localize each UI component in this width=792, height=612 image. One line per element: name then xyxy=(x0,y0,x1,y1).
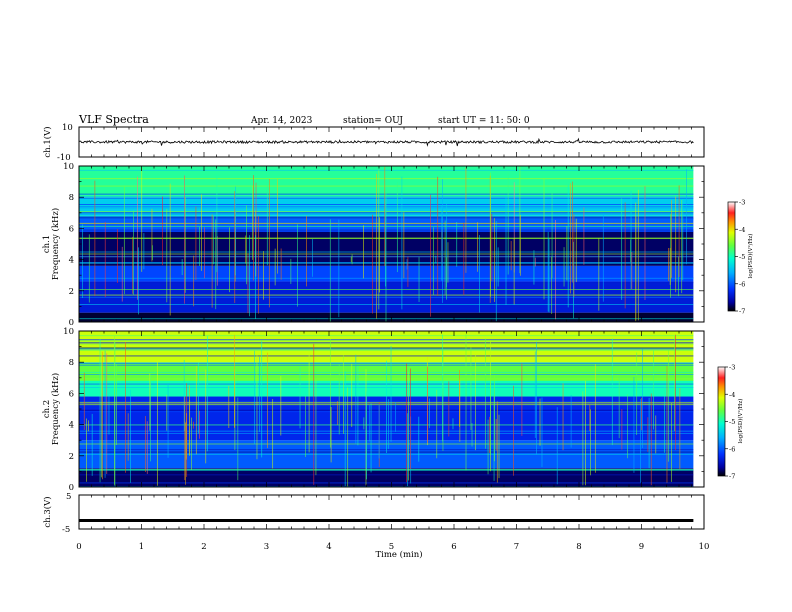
figure-title: VLF Spectra xyxy=(78,113,149,126)
ch2-colorbar-ticks: -3 -4 -5 -6 -7 xyxy=(725,364,735,481)
ch1-spectrogram-ylabel-line1: ch.1 xyxy=(42,235,52,253)
ch1-spectrogram-ylabel-line2: Frequency (kHz) xyxy=(50,208,61,280)
ch2-spectrogram-xticks xyxy=(78,331,705,487)
ch1-ytick-bottom: -10 xyxy=(57,153,71,163)
ch1-ytick-top: 10 xyxy=(62,123,73,133)
time-axis-tick-label: 6 xyxy=(451,542,456,552)
time-axis-tick-label: 4 xyxy=(326,542,331,552)
y-tick-label: 2 xyxy=(69,287,74,297)
spectrogram-band xyxy=(79,166,694,198)
ch2-spectrogram-panel: 0 2 4 6 8 10 ch.2 Frequency (kHz) xyxy=(42,327,705,493)
colorbar-tick-label: -6 xyxy=(739,280,745,288)
ch1-spectrogram-panel: 0 2 4 6 8 10 ch.1 Frequency (kHz) xyxy=(42,162,705,328)
time-axis-tick-label: 0 xyxy=(76,542,81,552)
colorbar-tick-label: -6 xyxy=(729,445,735,453)
time-axis-label: Time (min) xyxy=(375,549,422,560)
ch3-ytick-top: 5 xyxy=(66,492,71,502)
colorbar-tick-label: -4 xyxy=(739,226,745,234)
y-tick-label: 0 xyxy=(69,483,74,493)
ch1-ylabel: ch.1(V) xyxy=(42,126,53,157)
time-axis-tick-labels: 0 1 2 3 4 5 6 7 8 9 10 xyxy=(76,542,709,552)
colorbar-tick-label: -4 xyxy=(729,391,735,399)
y-tick-label: 6 xyxy=(69,224,74,234)
colorbar-tick-label: -5 xyxy=(729,418,735,426)
ch2-spectrogram-ylabel-line1: ch.2 xyxy=(42,400,52,418)
ch2-colorbar-label: log(PSD)(V²/Hz) xyxy=(737,399,744,444)
colorbar-tick-label: -3 xyxy=(729,364,735,372)
time-axis-tick-label: 10 xyxy=(699,542,710,552)
ch1-colorbar: -3 -4 -5 -6 -7 log(PSD)(V²/Hz) xyxy=(727,199,754,316)
y-tick-label: 8 xyxy=(69,358,74,368)
spectrogram-band xyxy=(79,331,694,363)
colorbar-tick-label: -5 xyxy=(739,253,745,261)
ch1-waveform-xticks xyxy=(78,127,705,157)
ch1-colorbar-label: log(PSD)(V²/Hz) xyxy=(747,234,754,279)
ch2-colorbar: -3 -4 -5 -6 -7 log(PSD)(V²/Hz) xyxy=(717,364,744,481)
time-axis-tick-label: 2 xyxy=(201,542,206,552)
date-label: Apr. 14, 2023 xyxy=(250,116,313,126)
y-tick-label: 8 xyxy=(69,193,74,203)
station-label: station= OUJ xyxy=(343,116,403,126)
ch1-colorbar-ticks: -3 -4 -5 -6 -7 xyxy=(735,199,745,316)
ch1-spectrogram-xticks xyxy=(78,166,705,322)
ch1-colorbar-scale xyxy=(727,201,736,312)
ch2-spectrogram-yticks: 0 2 4 6 8 10 xyxy=(63,327,704,493)
ch3-ytick-bottom: -5 xyxy=(62,525,70,535)
time-axis-tick-label: 7 xyxy=(514,542,519,552)
time-axis-tick-label: 3 xyxy=(264,542,269,552)
ch3-ylabel: ch.3(V) xyxy=(42,496,53,527)
start-time-label: start UT = 11: 50: 0 xyxy=(438,116,530,126)
ch3-waveform-xticks xyxy=(78,495,705,529)
y-tick-label: 10 xyxy=(63,162,74,172)
ch1-spectrogram-image xyxy=(79,166,704,322)
time-axis-tick-label: 1 xyxy=(139,542,144,552)
ch3-waveform-frame xyxy=(78,494,705,530)
y-tick-label: 4 xyxy=(69,256,74,266)
ch3-waveform-panel: 5 -5 ch.3(V) 0 1 2 3 4 5 6 7 8 9 10 Time (min) xyxy=(42,492,709,560)
ch1-waveform-panel: 10 -10 ch.1(V) xyxy=(42,123,705,163)
ch2-colorbar-scale xyxy=(717,366,726,477)
time-axis-tick-label: 9 xyxy=(639,542,644,552)
y-tick-label: 4 xyxy=(69,421,74,431)
ch1-spectrogram-yticks: 0 2 4 6 8 10 xyxy=(63,162,704,328)
spectrogram-band xyxy=(79,468,694,487)
ch2-spectrogram-ylabel-line2: Frequency (kHz) xyxy=(50,373,61,445)
time-axis-tick-label: 8 xyxy=(576,542,581,552)
time-axis-tick-label: 5 xyxy=(389,542,394,552)
colorbar-tick-label: -3 xyxy=(739,199,745,207)
y-tick-label: 2 xyxy=(69,452,74,462)
colorbar-tick-label: -7 xyxy=(739,308,745,316)
y-tick-label: 10 xyxy=(63,327,74,337)
ch1-waveform-trace xyxy=(78,137,694,147)
y-tick-label: 0 xyxy=(69,318,74,328)
y-tick-label: 6 xyxy=(69,389,74,399)
ch2-spectrogram-image xyxy=(79,331,704,488)
colorbar-tick-label: -7 xyxy=(729,473,735,481)
